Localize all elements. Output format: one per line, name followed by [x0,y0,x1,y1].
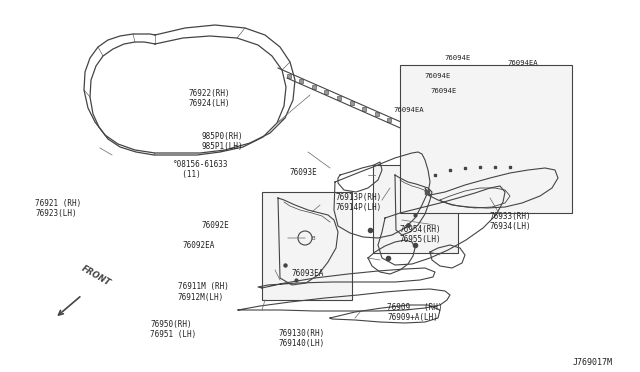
Text: 76094E: 76094E [431,88,457,94]
Text: 769130(RH)
769140(LH): 769130(RH) 769140(LH) [278,329,324,348]
FancyBboxPatch shape [412,129,417,133]
Text: °08156-61633
  (11): °08156-61633 (11) [173,160,228,179]
Text: 76913P(RH)
76914P(LH): 76913P(RH) 76914P(LH) [336,193,382,212]
Text: 76092EA: 76092EA [182,241,215,250]
FancyBboxPatch shape [425,135,429,139]
Text: 76950(RH)
76951 (LH): 76950(RH) 76951 (LH) [150,320,196,339]
FancyBboxPatch shape [312,85,316,89]
Text: 76921 (RH)
76923(LH): 76921 (RH) 76923(LH) [35,199,81,218]
FancyBboxPatch shape [362,107,366,111]
Text: B: B [311,235,315,241]
Bar [262,192,352,300]
Text: 76911M (RH)
76912M(LH): 76911M (RH) 76912M(LH) [178,282,228,302]
Text: 76094E: 76094E [445,55,471,61]
Text: 76094EA: 76094EA [508,60,538,66]
FancyBboxPatch shape [475,157,479,161]
Text: 76092E: 76092E [202,221,229,230]
FancyBboxPatch shape [400,124,404,128]
Text: 76909   (RH)
76909+A(LH): 76909 (RH) 76909+A(LH) [387,303,443,322]
FancyBboxPatch shape [287,74,291,78]
Bar [400,65,572,213]
Text: 76093E: 76093E [290,169,317,177]
FancyBboxPatch shape [374,112,379,116]
Text: J769017M: J769017M [573,358,613,367]
FancyBboxPatch shape [463,151,467,155]
Text: FRONT: FRONT [80,264,113,288]
Text: 985P0(RH)
985P1(LH): 985P0(RH) 985P1(LH) [202,132,243,151]
FancyBboxPatch shape [450,146,454,150]
FancyBboxPatch shape [300,79,303,83]
FancyBboxPatch shape [488,162,492,166]
Text: 76094E: 76094E [424,73,451,79]
FancyBboxPatch shape [337,96,341,100]
FancyBboxPatch shape [387,118,391,122]
Bar [373,165,458,253]
Text: 76093EA: 76093EA [291,269,324,278]
FancyBboxPatch shape [438,140,442,144]
FancyBboxPatch shape [324,90,328,94]
FancyBboxPatch shape [349,102,353,105]
Text: 76922(RH)
76924(LH): 76922(RH) 76924(LH) [189,89,230,108]
Text: 76954(RH)
76955(LH): 76954(RH) 76955(LH) [400,225,442,244]
Text: 76933(RH)
76934(LH): 76933(RH) 76934(LH) [490,212,531,231]
Text: 76094EA: 76094EA [394,107,424,113]
